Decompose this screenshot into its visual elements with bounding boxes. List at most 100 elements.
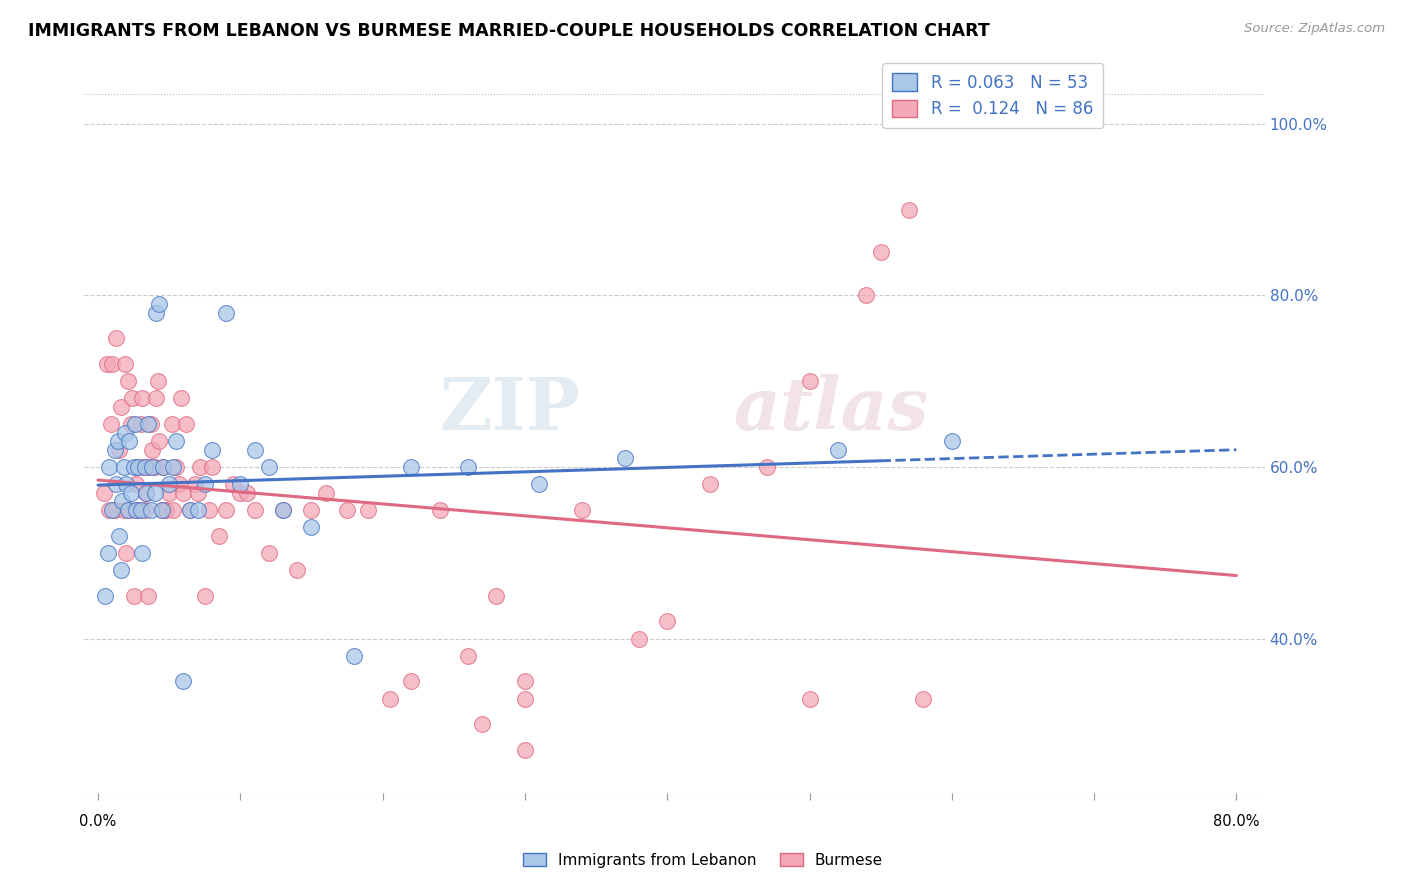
Point [699,477,721,491]
Point [471,717,494,731]
Point [190,459,212,474]
Point [124,503,146,517]
Text: IMMIGRANTS FROM LEBANON VS BURMESE MARRIED-COUPLE HOUSEHOLDS CORRELATION CHART: IMMIGRANTS FROM LEBANON VS BURMESE MARRI… [28,22,990,40]
Point [229,477,252,491]
Point [122,459,145,474]
Point [122,589,145,603]
Point [315,485,337,500]
Point [108,442,131,457]
Point [215,503,238,517]
Point [343,648,366,663]
Point [150,503,173,517]
Point [143,459,166,474]
Point [155,503,177,517]
Point [513,674,536,689]
Point [855,288,877,302]
Point [755,459,778,474]
Legend: Immigrants from Lebanon, Burmese: Immigrants from Lebanon, Burmese [516,845,890,875]
Point [145,392,167,406]
Point [457,459,479,474]
Point [100,417,122,431]
Point [301,520,323,534]
Point [172,485,194,500]
Point [898,202,921,217]
Point [169,392,191,406]
Point [429,503,451,517]
Point [165,459,187,474]
Point [215,305,238,319]
Point [513,691,536,706]
Point [179,503,201,517]
Point [98,503,121,517]
Point [271,503,294,517]
Point [399,459,422,474]
Point [141,442,163,457]
Point [117,503,139,517]
Point [105,331,128,345]
Point [222,477,245,491]
Point [143,485,166,500]
Point [145,305,167,319]
Text: Source: ZipAtlas.com: Source: ZipAtlas.com [1244,22,1385,36]
Point [107,434,129,449]
Point [97,546,120,560]
Point [827,442,849,457]
Point [799,691,821,706]
Point [128,503,150,517]
Point [194,589,217,603]
Point [96,357,118,371]
Point [134,503,156,517]
Point [184,477,207,491]
Point [132,459,155,474]
Point [485,589,508,603]
Point [136,417,159,431]
Point [243,503,266,517]
Text: 0.0%: 0.0% [79,814,117,830]
Point [513,743,536,757]
Point [129,417,152,431]
Point [285,563,308,577]
Point [174,417,197,431]
Point [114,357,136,371]
Point [118,434,141,449]
Point [127,459,149,474]
Point [146,374,169,388]
Text: atlas: atlas [734,374,928,445]
Point [198,503,221,517]
Point [152,459,174,474]
Point [135,485,157,500]
Point [165,434,187,449]
Point [131,392,153,406]
Point [187,485,209,500]
Point [104,442,127,457]
Point [194,477,217,491]
Point [125,503,148,517]
Point [110,563,132,577]
Point [229,485,252,500]
Point [657,615,679,629]
Point [138,459,160,474]
Point [357,503,380,517]
Point [150,503,173,517]
Point [115,477,138,491]
Point [152,459,174,474]
Point [201,459,224,474]
Point [201,442,224,457]
Point [869,245,891,260]
Point [399,674,422,689]
Point [120,485,142,500]
Point [120,417,142,431]
Point [257,459,280,474]
Point [271,503,294,517]
Point [115,546,138,560]
Point [457,648,479,663]
Point [613,451,636,466]
Point [112,503,135,517]
Point [127,459,149,474]
Point [208,528,231,542]
Point [172,674,194,689]
Point [153,503,176,517]
Point [101,503,124,517]
Text: 80.0%: 80.0% [1213,814,1260,830]
Point [179,503,201,517]
